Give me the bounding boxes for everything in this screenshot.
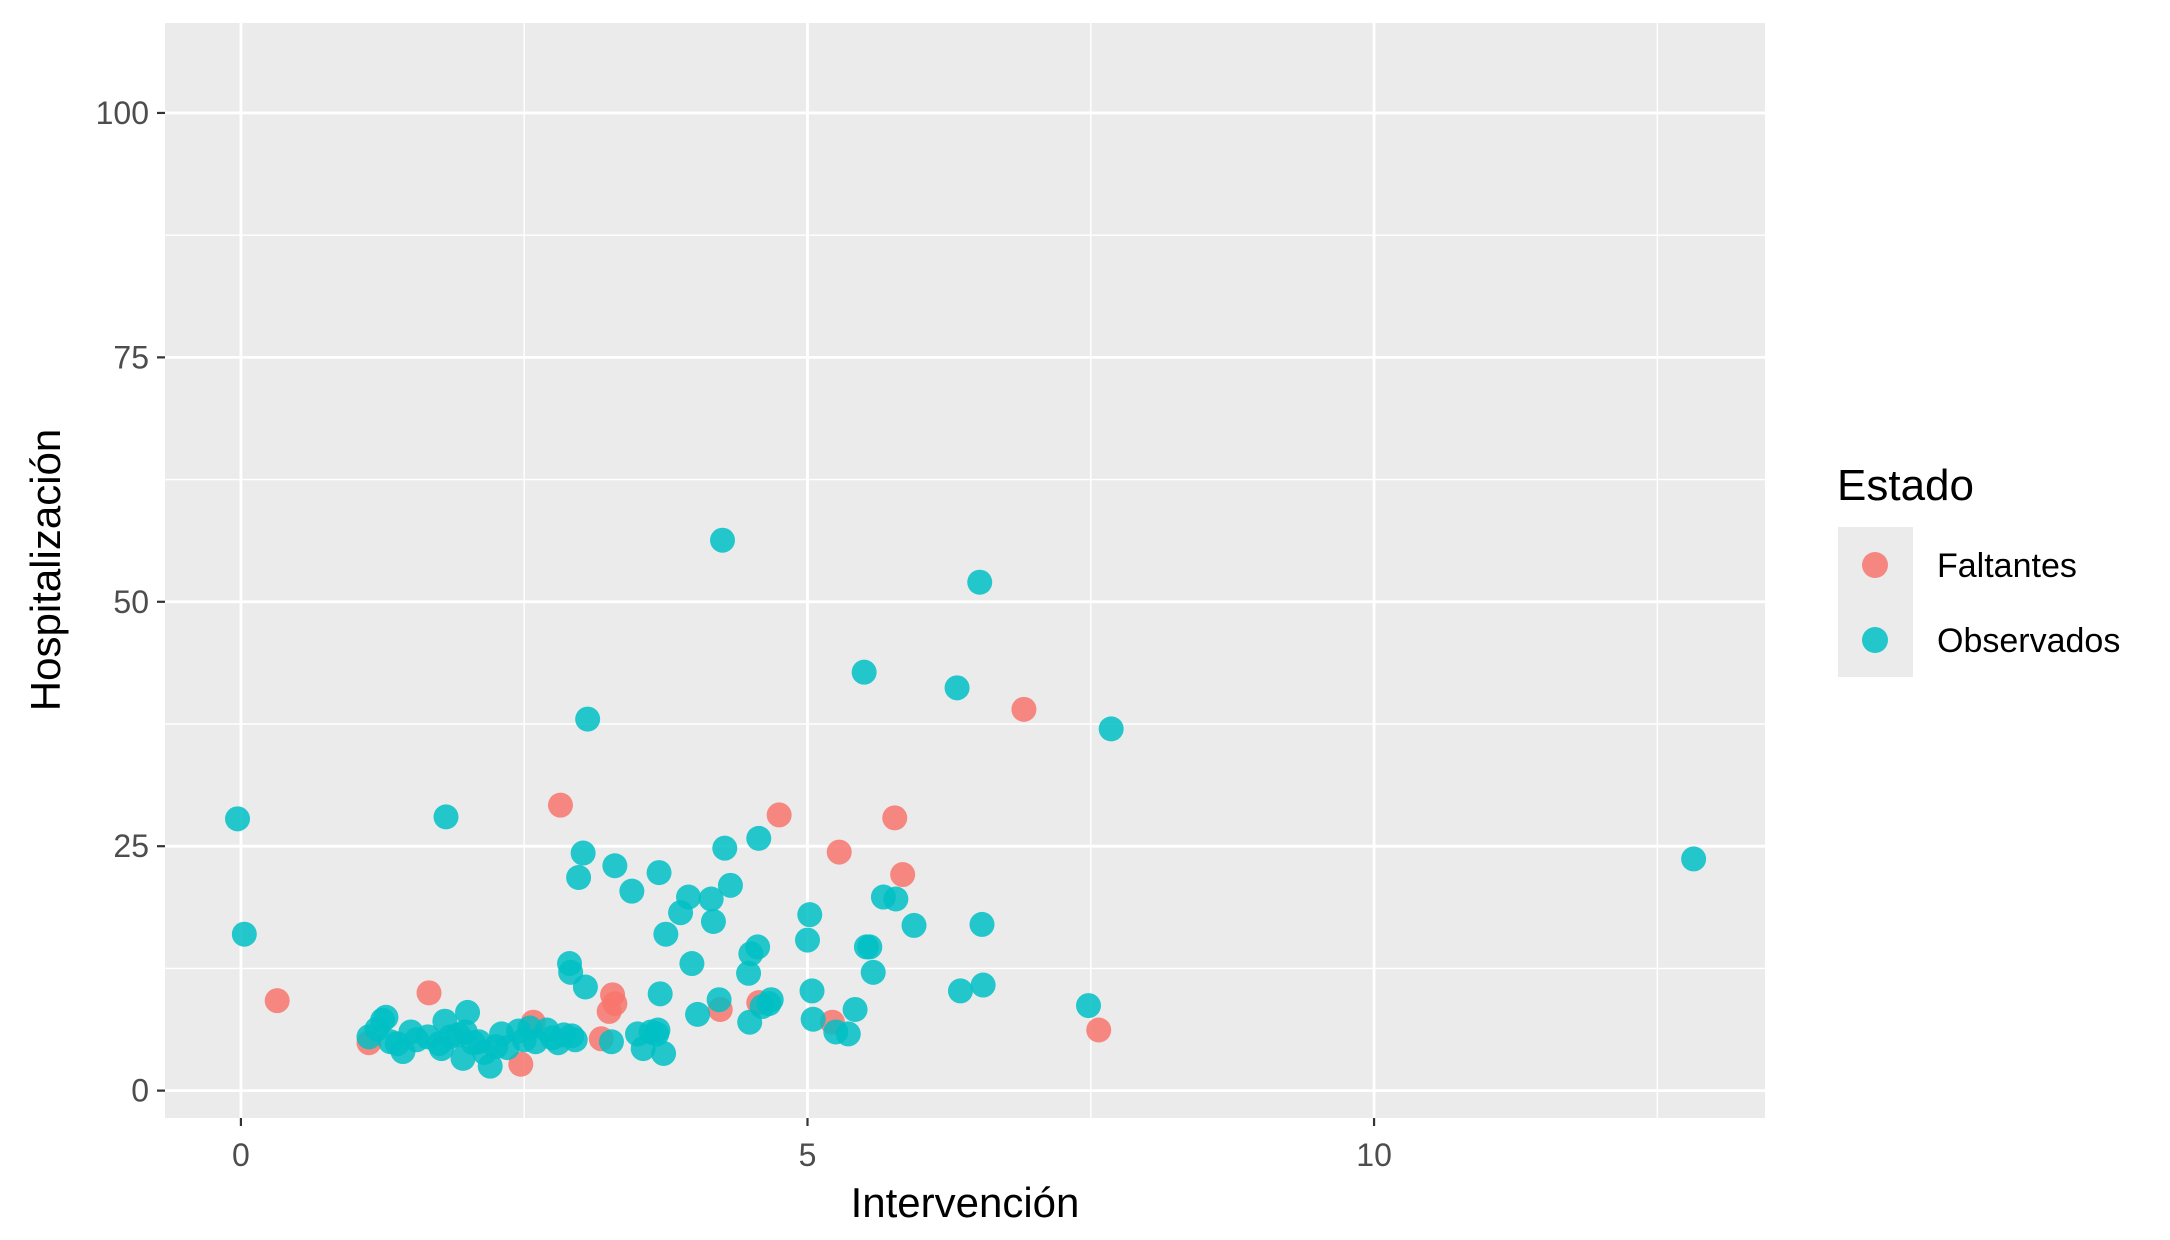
point-observados xyxy=(835,1021,861,1047)
point-observados xyxy=(647,981,673,1007)
major-gridlines xyxy=(165,23,1765,1118)
point-faltantes xyxy=(1011,696,1037,722)
point-observados xyxy=(373,1004,399,1030)
point-observados xyxy=(619,878,645,904)
point-faltantes xyxy=(1086,1017,1112,1043)
point-observados xyxy=(685,1001,711,1027)
point-observados xyxy=(797,902,823,928)
point-observados xyxy=(710,527,736,553)
point-observados xyxy=(947,978,973,1004)
point-faltantes xyxy=(264,988,290,1014)
point-observados xyxy=(646,860,672,886)
point-observados xyxy=(698,886,724,912)
legend-label-faltantes: Faltantes xyxy=(1937,547,2077,585)
point-observados xyxy=(477,1053,503,1079)
plot-panel xyxy=(165,23,1765,1118)
point-observados xyxy=(645,1017,671,1043)
point-observados xyxy=(676,884,702,910)
point-observados xyxy=(746,825,772,851)
point-observados xyxy=(572,974,598,1000)
y-tick-label: 100 xyxy=(96,95,149,131)
point-observados xyxy=(225,806,251,832)
point-faltantes xyxy=(602,991,628,1017)
point-observados xyxy=(679,951,705,977)
data-points xyxy=(225,527,1707,1079)
point-observados xyxy=(794,927,820,953)
point-observados xyxy=(901,912,927,938)
point-observados xyxy=(706,987,732,1013)
y-tick-label: 0 xyxy=(131,1073,149,1109)
point-observados xyxy=(570,840,596,866)
point-observados xyxy=(700,908,726,934)
point-observados xyxy=(800,1006,826,1032)
point-observados xyxy=(758,987,784,1013)
point-observados xyxy=(651,1040,677,1066)
point-observados xyxy=(970,972,996,998)
point-observados xyxy=(231,921,257,947)
point-observados xyxy=(455,999,481,1025)
point-observados xyxy=(1098,716,1124,742)
point-observados xyxy=(857,934,883,960)
point-observados xyxy=(433,804,459,830)
x-tick-label: 0 xyxy=(232,1137,250,1173)
legend: Estado Faltantes Observados xyxy=(1837,461,2120,677)
point-faltantes xyxy=(882,805,908,831)
point-observados xyxy=(967,569,993,595)
y-axis-title: Hospitalización xyxy=(22,429,69,711)
point-observados xyxy=(799,978,825,1004)
x-axis-title: Intervención xyxy=(851,1179,1080,1226)
point-observados xyxy=(842,996,868,1022)
legend-key-observados xyxy=(1862,627,1888,653)
point-observados xyxy=(1681,846,1707,872)
point-observados xyxy=(851,659,877,685)
y-tick-label: 75 xyxy=(113,339,149,375)
point-faltantes xyxy=(508,1051,534,1077)
axis-ticks xyxy=(157,111,1376,1126)
point-faltantes xyxy=(416,980,442,1006)
point-observados xyxy=(717,872,743,898)
y-tick-label: 25 xyxy=(113,828,149,864)
x-tick-label: 10 xyxy=(1356,1137,1392,1173)
minor-gridlines xyxy=(165,23,1765,1118)
point-observados xyxy=(944,675,970,701)
point-observados xyxy=(736,960,762,986)
point-observados xyxy=(566,864,592,890)
point-faltantes xyxy=(890,862,916,888)
point-faltantes xyxy=(547,792,573,818)
point-observados xyxy=(562,1027,588,1053)
point-observados xyxy=(969,911,995,937)
point-observados xyxy=(1076,993,1102,1019)
legend-label-observados: Observados xyxy=(1937,622,2120,660)
point-observados xyxy=(860,959,886,985)
legend-key-faltantes xyxy=(1862,552,1888,578)
point-observados xyxy=(745,934,771,960)
point-observados xyxy=(653,921,679,947)
y-tick-label: 50 xyxy=(113,584,149,620)
point-observados xyxy=(598,1029,624,1055)
point-observados xyxy=(602,853,628,879)
legend-title: Estado xyxy=(1837,461,1974,510)
point-observados xyxy=(575,706,601,732)
point-faltantes xyxy=(766,802,792,828)
point-faltantes xyxy=(826,839,852,865)
x-tick-label: 5 xyxy=(799,1137,817,1173)
point-observados xyxy=(883,886,909,912)
point-observados xyxy=(712,835,738,861)
